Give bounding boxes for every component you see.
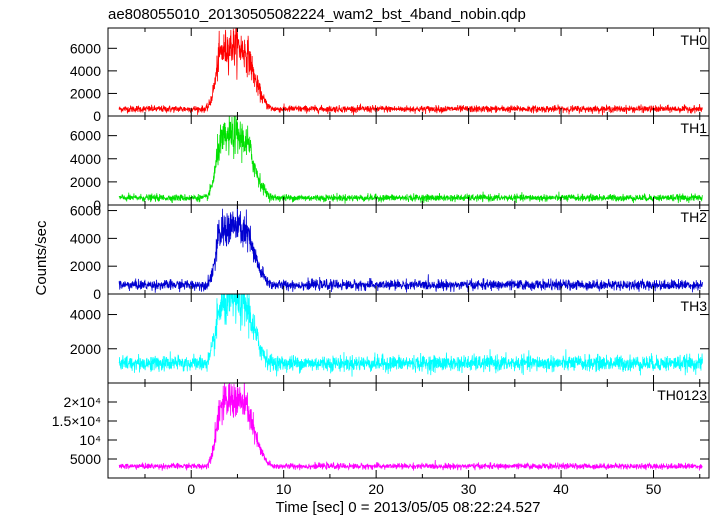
y-tick-label: 4000	[70, 307, 101, 323]
y-tick-label: 2×10⁴	[63, 394, 101, 410]
y-tick-label: 6000	[70, 203, 101, 219]
panel-th2: 0 2000 4000 6000 TH2	[70, 203, 710, 302]
y-tick-label: 0	[93, 197, 101, 213]
y-tick-label: 10⁴	[79, 432, 101, 448]
panel-frame	[107, 382, 710, 479]
y-tick-label: 2000	[70, 258, 101, 274]
y-tick-label: 2000	[70, 341, 101, 357]
panel-th0: 0 2000 4000 6000 TH0	[70, 27, 710, 124]
panel-frame	[107, 293, 710, 384]
x-axis-title: Time [sec] 0 = 2013/05/05 08:22:24.527	[275, 499, 540, 516]
x-tick-label: 40	[553, 481, 569, 497]
x-tick-label: 50	[646, 481, 662, 497]
y-tick-label: 4000	[70, 63, 101, 79]
y-axis-title: Counts/sec	[33, 220, 50, 296]
y-tick-label: 6000	[70, 40, 101, 56]
y-tick-label: 4000	[70, 230, 101, 246]
y-tick-label: 2000	[70, 174, 101, 190]
series-line-th2	[118, 205, 703, 293]
x-tick-label: 20	[368, 481, 384, 497]
panel-label-th0123: TH0123	[657, 387, 707, 403]
panel-frame	[107, 115, 710, 206]
y-tick-label: 6000	[70, 128, 101, 144]
y-tick-label: 1.5×10⁴	[52, 413, 101, 429]
y-tick-label: 0	[93, 108, 101, 124]
x-tick-label: 0	[187, 481, 195, 497]
panel-th0123: 5000 10⁴ 1.5×10⁴ 2×10⁴ TH0123	[52, 382, 710, 479]
series-line-th0	[118, 28, 703, 116]
x-tick-label: 10	[276, 481, 292, 497]
y-tick-label: 5000	[70, 451, 101, 467]
panel-label-th3: TH3	[681, 298, 708, 314]
panel-th1: 0 2000 4000 6000 TH1	[70, 115, 710, 213]
panel-label-th0: TH0	[681, 32, 708, 48]
series-line-th1	[118, 116, 703, 204]
series-line-th0123	[118, 383, 703, 471]
x-tick-label: 30	[461, 481, 477, 497]
chart-title: ae808055010_20130505082224_wam2_bst_4ban…	[108, 6, 526, 23]
panel-label-th2: TH2	[681, 209, 708, 225]
panel-frame	[107, 27, 710, 117]
series-line-th3	[118, 294, 703, 377]
y-tick-label: 4000	[70, 151, 101, 167]
panel-label-th1: TH1	[681, 120, 708, 136]
y-tick-label: 0	[93, 286, 101, 302]
y-tick-label: 2000	[70, 85, 101, 101]
panel-frame	[107, 204, 710, 295]
